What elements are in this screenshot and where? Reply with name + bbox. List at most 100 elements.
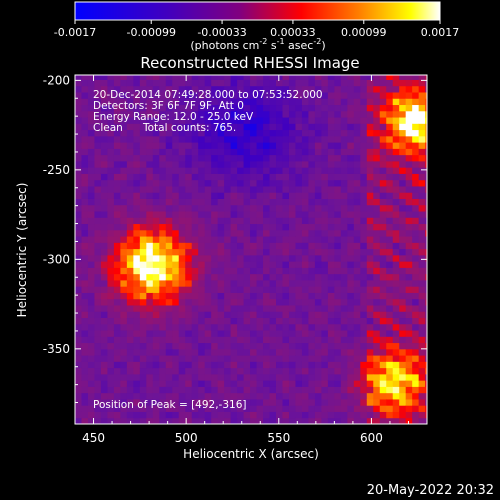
- heatmap-cell: [366, 417, 374, 424]
- heatmap-cell: [159, 267, 167, 275]
- heatmap-cell: [100, 192, 108, 199]
- heatmap-cell: [301, 386, 309, 394]
- heatmap-cell: [230, 292, 238, 300]
- heatmap-cell: [178, 323, 186, 331]
- heatmap-cell: [386, 380, 394, 387]
- heatmap-cell: [405, 304, 413, 312]
- heatmap-cell: [185, 173, 193, 181]
- heatmap-cell: [211, 348, 219, 356]
- heatmap-cell: [100, 304, 108, 312]
- heatmap-cell: [243, 167, 251, 174]
- heatmap-cell: [263, 367, 271, 375]
- heatmap-cell: [327, 129, 335, 137]
- heatmap-cell: [230, 173, 238, 181]
- heatmap-cell: [405, 361, 413, 369]
- heatmap-cell: [152, 179, 160, 187]
- heatmap-cell: [269, 254, 277, 262]
- heatmap-cell: [133, 142, 141, 149]
- heatmap-cell: [425, 330, 427, 337]
- heatmap-cell: [211, 417, 219, 424]
- heatmap-cell: [321, 79, 329, 87]
- heatmap-cell: [204, 254, 212, 262]
- heatmap-cell: [405, 179, 413, 187]
- heatmap-cell: [243, 392, 251, 400]
- heatmap-cell: [178, 411, 186, 419]
- heatmap-cell: [178, 279, 186, 287]
- heatmap-cell: [165, 117, 173, 124]
- heatmap-cell: [113, 411, 121, 419]
- heatmap-cell: [366, 167, 374, 174]
- heatmap-cell: [230, 298, 238, 306]
- heatmap-cell: [172, 411, 180, 419]
- heatmap-cell: [107, 98, 115, 106]
- heatmap-cell: [418, 236, 426, 243]
- heatmap-cell: [81, 311, 89, 319]
- heatmap-cell: [107, 142, 115, 149]
- heatmap-cell: [379, 192, 387, 199]
- heatmap-cell: [94, 417, 102, 424]
- heatmap-cell: [295, 185, 303, 193]
- heatmap-cell: [295, 355, 303, 362]
- heatmap-cell: [405, 223, 413, 231]
- heatmap-cell: [230, 123, 238, 131]
- heatmap-cell: [126, 129, 134, 137]
- heatmap-cell: [269, 398, 277, 406]
- heatmap-cell: [308, 129, 316, 137]
- heatmap-cell: [276, 336, 283, 344]
- heatmap-cell: [366, 204, 374, 212]
- heatmap-cell: [353, 92, 361, 99]
- heatmap-cell: [282, 85, 290, 93]
- heatmap-cell: [405, 236, 413, 243]
- heatmap-cell: [237, 117, 245, 124]
- heatmap-cell: [399, 273, 407, 281]
- heatmap-cell: [178, 298, 186, 306]
- heatmap-cell: [159, 361, 167, 369]
- heatmap-cell: [100, 261, 108, 268]
- heatmap-cell: [75, 361, 82, 369]
- heatmap-cell: [230, 167, 238, 174]
- heatmap-cell: [263, 223, 271, 231]
- heatmap-cell: [178, 110, 186, 118]
- heatmap-cell: [224, 75, 232, 80]
- heatmap-cell: [211, 405, 219, 412]
- heatmap-cell: [250, 417, 258, 424]
- heatmap-cell: [191, 323, 199, 331]
- heatmap-cell: [126, 323, 134, 331]
- heatmap-cell: [347, 298, 355, 306]
- heatmap-cell: [217, 117, 225, 124]
- heatmap-cell: [237, 167, 245, 174]
- heatmap-cell: [340, 417, 348, 424]
- heatmap-cell: [250, 392, 258, 400]
- heatmap-cell: [185, 330, 193, 337]
- heatmap-cell: [340, 142, 348, 149]
- heatmap-cell: [373, 217, 381, 225]
- heatmap-cell: [412, 173, 420, 181]
- heatmap-cell: [308, 298, 316, 306]
- heatmap-cell: [353, 173, 361, 181]
- heatmap-cell: [211, 142, 219, 149]
- heatmap-cell: [250, 342, 258, 350]
- heatmap-cell: [334, 192, 342, 199]
- heatmap-cell: [230, 211, 238, 218]
- heatmap-cell: [418, 104, 426, 112]
- heatmap-cell: [295, 223, 303, 231]
- heatmap-cell: [243, 330, 251, 337]
- heatmap-cell: [340, 198, 348, 206]
- heatmap-cell: [191, 348, 199, 356]
- heatmap-cell: [87, 267, 95, 275]
- heatmap-cell: [243, 104, 251, 112]
- heatmap-cell: [139, 330, 147, 337]
- heatmap-cell: [75, 367, 82, 375]
- heatmap-cell: [412, 298, 420, 306]
- heatmap-cell: [152, 85, 160, 93]
- heatmap-cell: [379, 405, 387, 412]
- heatmap-cell: [139, 398, 147, 406]
- heatmap-cell: [295, 348, 303, 356]
- heatmap-cell: [373, 398, 381, 406]
- heatmap-cell: [425, 223, 427, 231]
- heatmap-cell: [250, 104, 258, 112]
- heatmap-cell: [243, 217, 251, 225]
- heatmap-cell: [133, 336, 141, 344]
- heatmap-cell: [314, 279, 322, 287]
- heatmap-cell: [81, 160, 89, 168]
